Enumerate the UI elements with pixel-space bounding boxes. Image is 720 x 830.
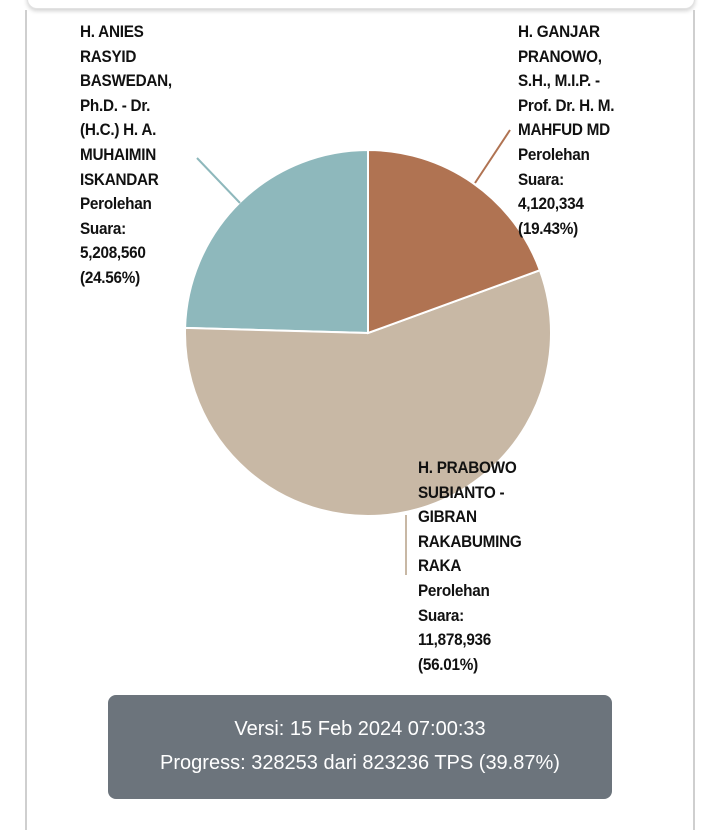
chart-card [25,10,695,830]
slice-label-anies: H. ANIES RASYID BASWEDAN, Ph.D. - Dr. (H… [80,22,172,287]
progress-text: Progress: 328253 dari 823236 TPS (39.87%… [160,752,560,774]
pie-slice-anies[interactable] [184,148,369,335]
pie-slice-ganjar[interactable] [367,148,542,335]
leader-line-anies [196,157,241,204]
slice-label-ganjar: H. GANJAR PRANOWO, S.H., M.I.P. - Prof. … [518,22,615,238]
version-text: Versi: 15 Feb 2024 07:00:33 [234,718,486,740]
leader-line-ganjar [474,129,511,184]
version-info-box: Versi: 15 Feb 2024 07:00:33 Progress: 32… [108,695,612,799]
pie-slice-prabowo[interactable] [184,268,552,517]
slice-label-prabowo: H. PRABOWO SUBIANTO - GIBRAN RAKABUMING … [418,458,522,674]
